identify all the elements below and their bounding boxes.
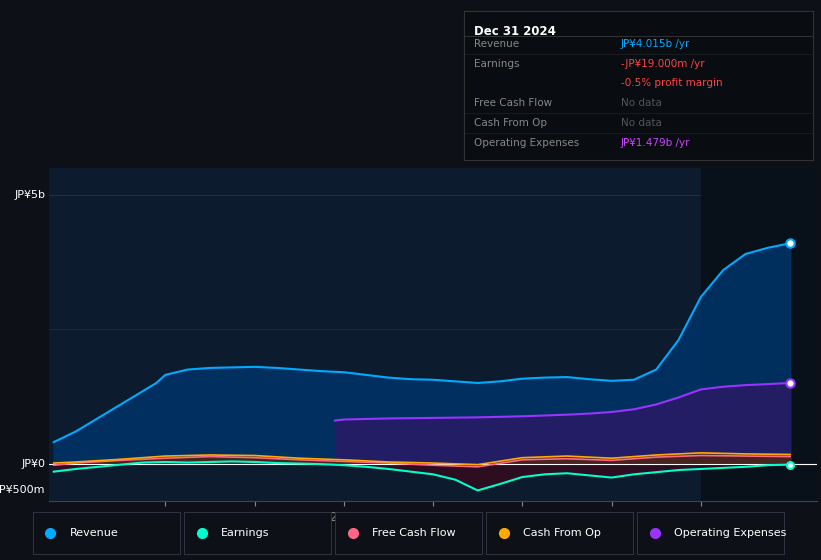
Text: Earnings: Earnings — [221, 529, 269, 538]
Bar — [701, 168, 817, 501]
Text: Revenue: Revenue — [475, 39, 520, 49]
Text: JP¥1.479b /yr: JP¥1.479b /yr — [621, 138, 690, 148]
Text: Cash From Op: Cash From Op — [475, 118, 548, 128]
Text: Free Cash Flow: Free Cash Flow — [475, 98, 553, 108]
Text: Free Cash Flow: Free Cash Flow — [372, 529, 456, 538]
Text: JP¥4.015b /yr: JP¥4.015b /yr — [621, 39, 690, 49]
Text: Operating Expenses: Operating Expenses — [674, 529, 787, 538]
Text: JP¥5b: JP¥5b — [15, 190, 45, 200]
Text: Earnings: Earnings — [475, 59, 520, 69]
Text: Cash From Op: Cash From Op — [523, 529, 601, 538]
Text: Dec 31 2024: Dec 31 2024 — [475, 25, 556, 38]
Text: No data: No data — [621, 118, 662, 128]
Text: JP¥0: JP¥0 — [21, 459, 45, 469]
Text: -0.5% profit margin: -0.5% profit margin — [621, 78, 722, 88]
Text: -JP¥19.000m /yr: -JP¥19.000m /yr — [621, 59, 704, 69]
Text: -JP¥500m: -JP¥500m — [0, 486, 45, 496]
Text: Revenue: Revenue — [70, 529, 118, 538]
Text: No data: No data — [621, 98, 662, 108]
Text: Operating Expenses: Operating Expenses — [475, 138, 580, 148]
